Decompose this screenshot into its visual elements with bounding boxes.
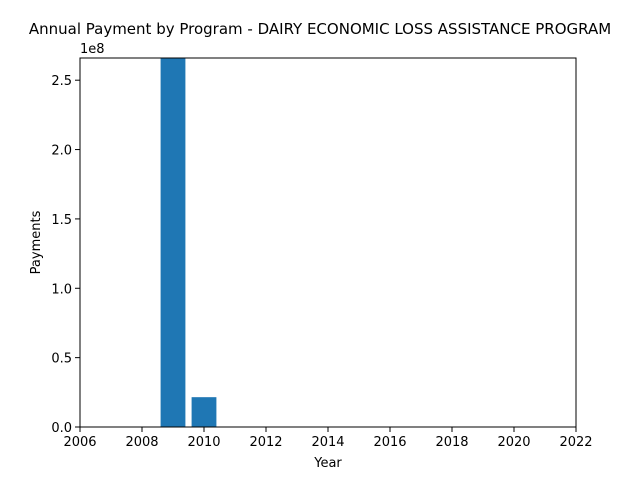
y-tick-label: 0.5 bbox=[51, 352, 72, 367]
x-tick-label: 2022 bbox=[559, 435, 592, 450]
x-tick-label: 2010 bbox=[187, 435, 220, 450]
chart-title: Annual Payment by Program - DAIRY ECONOM… bbox=[29, 20, 611, 38]
y-axis-label: Payments bbox=[29, 210, 44, 274]
y-tick-label: 1.5 bbox=[51, 213, 72, 228]
y-axis-offset-label: 1e8 bbox=[80, 42, 105, 57]
x-tick-label: 2016 bbox=[373, 435, 406, 450]
y-tick-label: 2.5 bbox=[51, 74, 72, 89]
bar-2009 bbox=[160, 58, 186, 427]
x-tick-label: 2012 bbox=[249, 435, 282, 450]
bar-2010 bbox=[191, 397, 217, 427]
bars-group bbox=[160, 58, 217, 427]
y-tick-label: 0.0 bbox=[51, 421, 72, 436]
x-tick-label: 2008 bbox=[125, 435, 158, 450]
x-tick-label: 2018 bbox=[435, 435, 468, 450]
x-tick-label: 2014 bbox=[311, 435, 344, 450]
x-tick-label: 2020 bbox=[497, 435, 530, 450]
y-tick-label: 1.0 bbox=[51, 282, 72, 297]
y-tick-label: 2.0 bbox=[51, 144, 72, 159]
x-axis-label: Year bbox=[313, 456, 342, 471]
y-axis: 0.0 0.5 1.0 1.5 2.0 2.5 bbox=[51, 74, 80, 436]
x-tick-label: 2006 bbox=[63, 435, 96, 450]
x-axis: 2006 2008 2010 2012 2014 2016 2018 2020 2022 bbox=[63, 427, 593, 450]
plot-area-frame bbox=[79, 57, 577, 428]
